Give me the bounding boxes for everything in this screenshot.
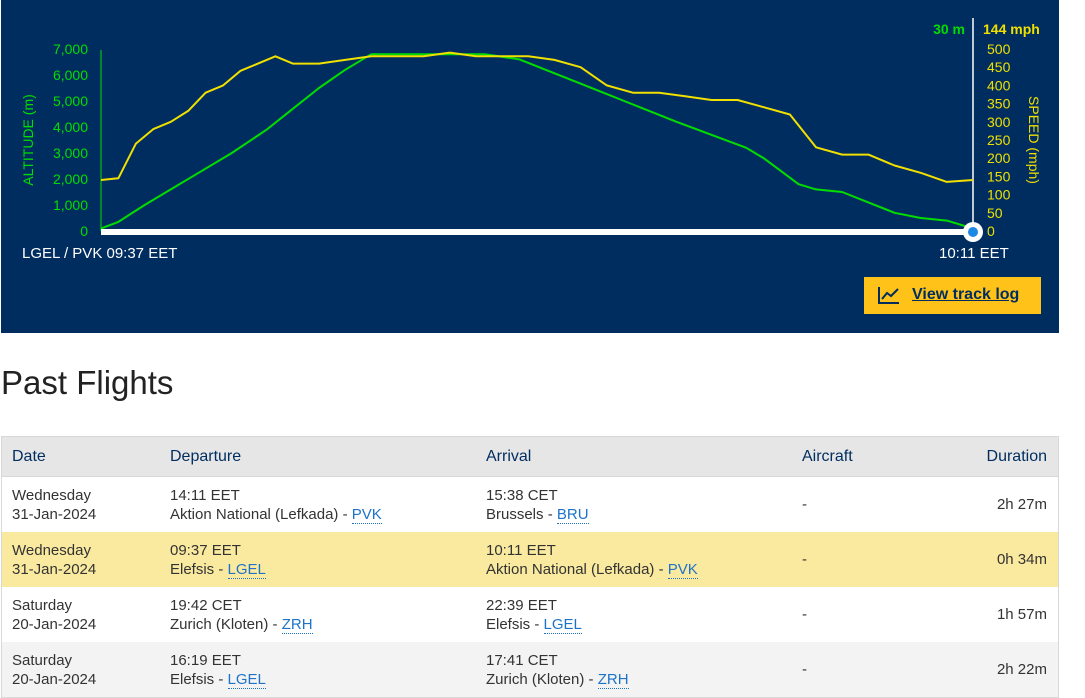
arrival-airport: Zurich (Kloten) xyxy=(486,670,585,688)
cell-arrival: 10:11 EET Aktion National (Lefkada) - PVK xyxy=(476,532,792,587)
table-row[interactable]: Wednesday 31-Jan-2024 09:37 EET Elefsis - L… xyxy=(1,532,1059,587)
speed-tick-label: 300 xyxy=(987,114,1011,130)
departure-code-link[interactable]: LGEL xyxy=(227,670,266,689)
view-track-log-label: View track log xyxy=(912,286,1020,303)
cell-date: Wednesday 31-Jan-2024 xyxy=(2,477,161,533)
altitude-tick-label: 0 xyxy=(80,223,88,239)
cell-date: Saturday 20-Jan-2024 xyxy=(1,642,160,698)
aircraft-position-dot xyxy=(968,227,978,237)
speed-tick-label: 150 xyxy=(987,168,1011,184)
departure-airport: Elefsis xyxy=(170,560,215,578)
cell-aircraft: - xyxy=(802,606,807,623)
route-start-label: LGEL / PVK 09:37 EET xyxy=(22,245,178,262)
departure-airport: Elefsis xyxy=(170,670,215,688)
departure-time: 16:19 EET xyxy=(170,651,241,669)
arrival-airport: Elefsis xyxy=(486,615,531,633)
flight-date: 31-Jan-2024 xyxy=(12,505,97,523)
arrival-code-link[interactable]: LGEL xyxy=(543,615,582,634)
cell-departure: 16:19 EET Elefsis - LGEL xyxy=(160,642,476,698)
departure-airport: Zurich (Kloten) xyxy=(170,615,269,633)
speed-tick-label: 500 xyxy=(987,41,1011,57)
cell-duration: 2h 27m xyxy=(996,496,1047,513)
departure-code-link[interactable]: PVK xyxy=(351,505,382,524)
cell-aircraft: - xyxy=(792,642,922,698)
view-track-log-button[interactable]: View track log xyxy=(864,277,1041,314)
cell-duration: 2h 22m xyxy=(922,642,1059,698)
col-header-aircraft[interactable]: Aircraft xyxy=(792,436,922,477)
col-header-arrival[interactable]: Arrival xyxy=(476,436,792,477)
line-chart-icon xyxy=(878,287,899,304)
speed-tick-label: 400 xyxy=(987,77,1011,93)
cell-duration: 0h 34m xyxy=(922,532,1059,587)
cell-arrival: 22:39 EET Elefsis - LGEL xyxy=(476,587,792,642)
altitude-series-line xyxy=(100,53,974,230)
altitude-tick-label: 1,000 xyxy=(53,197,88,213)
cell-departure: 19:42 CET Zurich (Kloten) - ZRH xyxy=(160,587,476,642)
departure-code-link[interactable]: ZRH xyxy=(281,615,313,634)
flight-date: 20-Jan-2024 xyxy=(12,615,97,633)
past-flights-table: Date Departure Arrival Aircraft Duration… xyxy=(1,436,1059,698)
cell-aircraft: - xyxy=(802,496,807,513)
departure-code-link[interactable]: LGEL xyxy=(227,560,266,579)
col-header-date[interactable]: Date xyxy=(1,436,160,477)
col-header-duration[interactable]: Duration xyxy=(922,436,1059,477)
cell-date: Saturday 20-Jan-2024 xyxy=(2,587,161,642)
speed-tick-label: 350 xyxy=(987,96,1011,112)
altitude-tick-label: 5,000 xyxy=(53,93,88,109)
table-row[interactable]: Saturday 20-Jan-2024 19:42 CET Zurich (Klot… xyxy=(2,587,1059,642)
flight-day: Wednesday xyxy=(12,486,91,504)
speed-tick-label: 200 xyxy=(987,150,1011,166)
departure-airport: Aktion National (Lefkada) xyxy=(170,505,339,523)
altitude-speed-chart: 7,0006,0005,0004,0003,0002,0001,00005004… xyxy=(20,18,1042,242)
cell-departure: 09:37 EET Elefsis - LGEL xyxy=(160,532,476,587)
flight-date: 20-Jan-2024 xyxy=(12,670,97,688)
arrival-code-link[interactable]: BRU xyxy=(556,505,589,524)
flight-day: Wednesday xyxy=(12,541,91,559)
flight-day: Saturday xyxy=(12,596,73,614)
table-row[interactable]: Saturday 20-Jan-2024 16:19 EET Elefsis - LG… xyxy=(1,642,1059,698)
arrival-time: 17:41 CET xyxy=(486,651,558,669)
departure-time: 14:11 EET xyxy=(170,486,240,504)
departure-time: 19:42 CET xyxy=(170,596,242,614)
table-row[interactable]: Wednesday 31-Jan-2024 14:11 EET Aktion Nati… xyxy=(2,477,1059,533)
cell-aircraft: - xyxy=(792,532,922,587)
speed-axis-label: SPEED (mph) xyxy=(1026,96,1042,184)
arrival-code-link[interactable]: ZRH xyxy=(597,670,629,689)
cell-departure: 14:11 EET Aktion National (Lefkada) - PVK xyxy=(160,477,476,533)
cell-arrival: 17:41 CET Zurich (Kloten) - ZRH xyxy=(476,642,792,698)
departure-time: 09:37 EET xyxy=(170,541,241,559)
current-speed-label: 144 mph xyxy=(983,21,1040,37)
altitude-tick-label: 6,000 xyxy=(53,67,88,83)
arrival-airport: Brussels xyxy=(486,505,544,523)
speed-tick-label: 450 xyxy=(987,59,1011,75)
table-header-row: Date Departure Arrival Aircraft Duration xyxy=(1,436,1059,477)
flight-day: Saturday xyxy=(12,651,73,669)
arrival-time: 22:39 EET xyxy=(486,596,557,614)
flight-date: 31-Jan-2024 xyxy=(12,560,97,578)
speed-series-line xyxy=(100,51,974,183)
cell-date: Wednesday 31-Jan-2024 xyxy=(1,532,160,587)
arrival-airport: Aktion National (Lefkada) xyxy=(486,560,655,578)
altitude-tick-label: 7,000 xyxy=(53,41,88,57)
flight-profile-panel: 7,000 6,000 5,000 4,000 3,000 2,000 1,000 0 500 4… xyxy=(1,0,1059,333)
speed-tick-label: 0 xyxy=(987,223,995,239)
altitude-tick-label: 4,000 xyxy=(53,119,88,135)
past-flights-title: Past Flights xyxy=(1,364,174,401)
arrival-time: 15:38 CET xyxy=(486,486,558,504)
speed-tick-label: 250 xyxy=(987,132,1011,148)
arrival-code-link[interactable]: PVK xyxy=(667,560,698,579)
altitude-tick-label: 2,000 xyxy=(53,171,88,187)
cell-arrival: 15:38 CET Brussels - BRU xyxy=(476,477,792,533)
speed-tick-label: 100 xyxy=(987,187,1011,203)
altitude-tick-label: 3,000 xyxy=(53,145,88,161)
arrival-time: 10:11 EET xyxy=(486,541,556,559)
col-header-departure[interactable]: Departure xyxy=(160,436,476,477)
current-altitude-label: 30 m xyxy=(933,21,965,37)
cell-duration: 1h 57m xyxy=(996,606,1047,623)
speed-tick-label: 50 xyxy=(987,205,1003,221)
route-end-label: 10:11 EET xyxy=(939,245,1009,262)
altitude-axis-label: ALTITUDE (m) xyxy=(20,94,36,186)
